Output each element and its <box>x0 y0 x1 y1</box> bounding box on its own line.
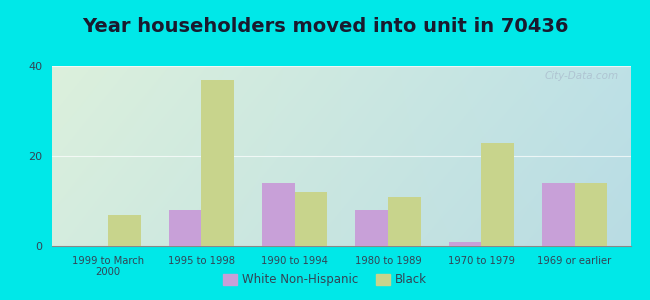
Bar <box>202 80 234 246</box>
Text: Year householders moved into unit in 70436: Year householders moved into unit in 704… <box>82 17 568 37</box>
Bar <box>448 242 481 246</box>
Bar <box>108 214 140 246</box>
Bar <box>356 210 388 246</box>
Bar <box>388 196 421 246</box>
Legend: White Non-Hispanic, Black: White Non-Hispanic, Black <box>218 269 432 291</box>
Bar <box>481 142 514 246</box>
Bar <box>168 210 202 246</box>
Text: City-Data.com: City-Data.com <box>545 71 619 81</box>
Bar <box>542 183 575 246</box>
Bar <box>575 183 607 246</box>
Bar <box>262 183 294 246</box>
Bar <box>294 192 327 246</box>
